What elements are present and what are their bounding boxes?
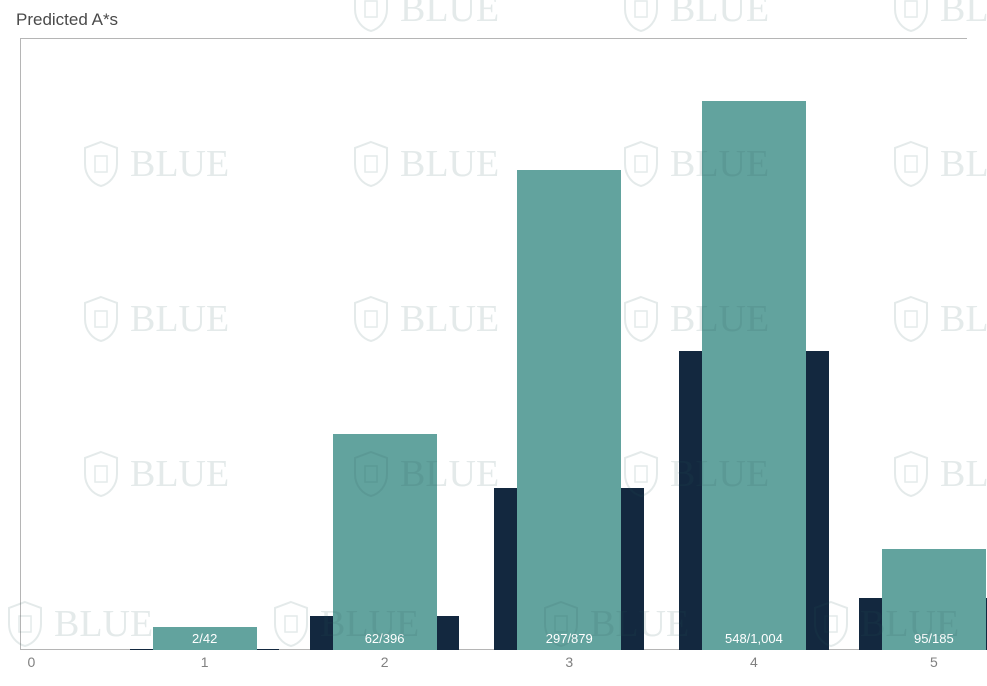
- x-tick-label: 0: [27, 654, 35, 670]
- watermark: BLUE: [350, 0, 499, 33]
- x-tick-label: 1: [201, 654, 209, 670]
- bar-label: 2/42: [192, 631, 217, 646]
- bar-primary: 62/396: [333, 434, 437, 650]
- chart-plot-area: 2/42 62/396 297/879 548/1,004 95/185: [20, 38, 967, 650]
- bar-secondary: [310, 616, 333, 650]
- bar-secondary: [437, 616, 460, 650]
- watermark: BLUE: [890, 0, 987, 33]
- x-axis: 0 1 2 3 4 5: [20, 654, 967, 674]
- bar-secondary: [679, 351, 702, 650]
- bar-label: 62/396: [365, 631, 405, 646]
- bar-secondary: [494, 488, 517, 650]
- bar-secondary: [806, 351, 829, 650]
- bar-label: 548/1,004: [725, 631, 783, 646]
- bar-primary: 2/42: [153, 627, 257, 650]
- x-tick-label: 2: [381, 654, 389, 670]
- chart-title: Predicted A*s: [16, 10, 118, 30]
- bar-label: 297/879: [546, 631, 593, 646]
- bars-container: 2/42 62/396 297/879 548/1,004 95/185: [20, 38, 967, 650]
- x-tick-label: 4: [750, 654, 758, 670]
- bar-primary: 297/879: [517, 170, 621, 650]
- bar-primary: 95/185: [882, 549, 986, 650]
- bar-secondary: [859, 598, 882, 650]
- x-tick-label: 5: [930, 654, 938, 670]
- bar-secondary: [130, 649, 153, 650]
- bar-label: 95/185: [914, 631, 954, 646]
- bar-secondary: [257, 649, 280, 650]
- bar-secondary: [621, 488, 644, 650]
- bar-primary: 548/1,004: [702, 101, 806, 650]
- x-tick-label: 3: [565, 654, 573, 670]
- watermark: BLUE: [620, 0, 769, 33]
